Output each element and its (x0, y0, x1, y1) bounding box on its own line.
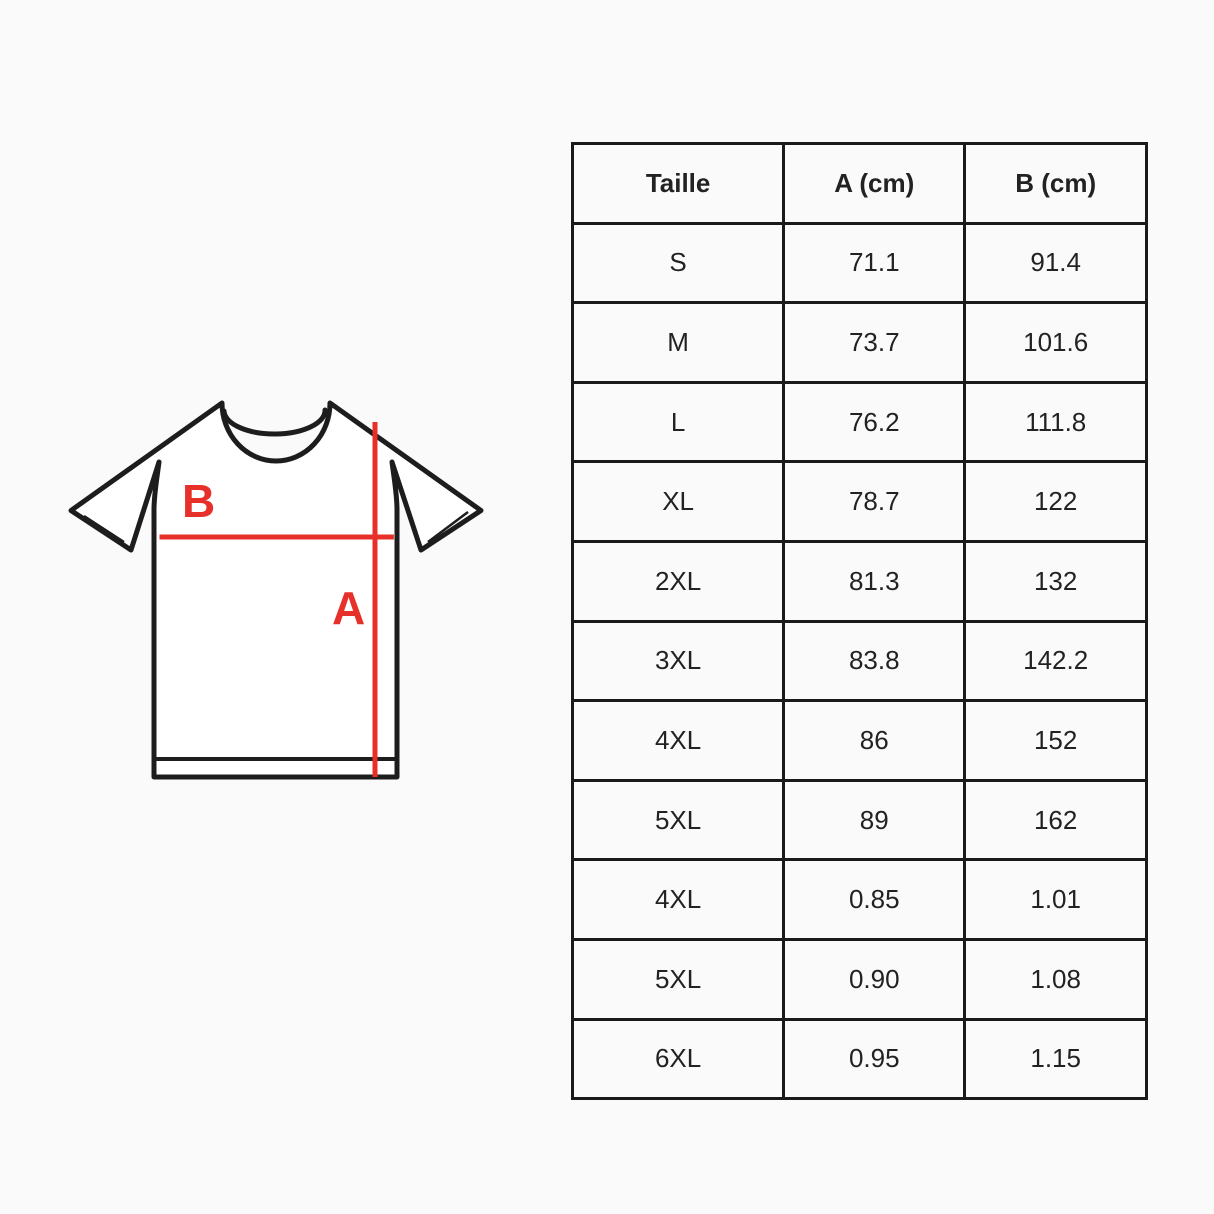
svg-text:A: A (332, 582, 365, 634)
svg-text:B: B (182, 475, 215, 527)
